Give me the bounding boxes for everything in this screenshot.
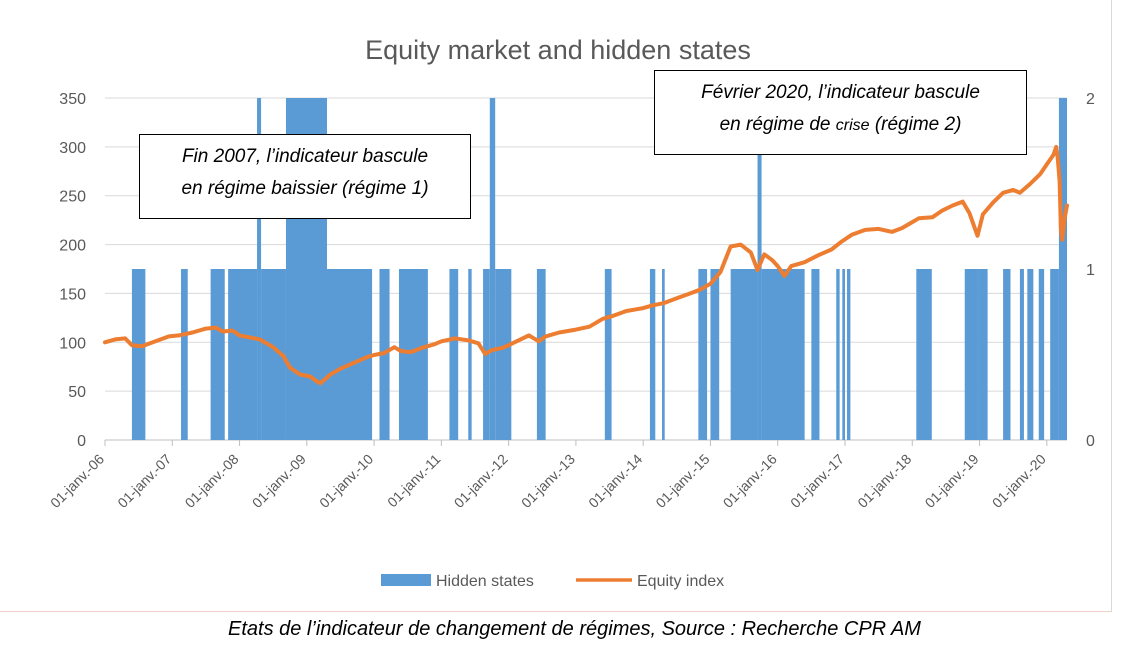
hidden-state-bar [710, 269, 720, 440]
annotation-2007: Fin 2007, l’indicateur bascule en régime… [139, 134, 471, 219]
annotation-2020-line2c: (régime 2) [869, 114, 962, 135]
y-axis-right: 0 1 2 [1086, 91, 1095, 450]
hidden-state-bar [1019, 269, 1024, 440]
hidden-state-bar [398, 269, 428, 440]
hidden-state-bar [842, 269, 845, 440]
hidden-state-bar [836, 269, 840, 440]
hidden-state-bar [536, 269, 546, 440]
hidden-state-bar [649, 269, 656, 440]
hidden-states-bars [131, 98, 1067, 440]
hidden-state-bar [1003, 269, 1011, 440]
annotation-2007-line2: en régime baissier (régime 1) [181, 178, 429, 199]
hidden-state-bar [131, 269, 146, 440]
figure-caption: Etats de l’indicateur de changement de r… [228, 618, 921, 640]
x-tick-label: 01-janv.-11 [384, 451, 444, 511]
hidden-state-bar [811, 269, 820, 440]
hidden-state-bar [489, 98, 496, 440]
y-right-tick-label: 2 [1086, 91, 1095, 108]
legend-swatch-hidden-states [381, 574, 431, 586]
equity-index-line [103, 144, 1069, 386]
hidden-state-bar [1050, 269, 1059, 440]
y-right-tick-label: 0 [1086, 433, 1095, 450]
hidden-state-bar [698, 269, 708, 440]
y-left-tick-label: 250 [59, 189, 86, 206]
y-left-tick-label: 200 [59, 238, 86, 255]
annotation-2020-line2: en régime de crise (régime 2) [655, 109, 1026, 142]
x-tick-label: 01-janv.-12 [451, 451, 511, 511]
x-tick-label: 01-janv.-13 [518, 451, 578, 511]
y-axis-left: 0 50 100 150 200 250 300 350 [59, 91, 86, 450]
hidden-state-bar [468, 269, 472, 440]
legend: Hidden states Equity index [381, 573, 724, 590]
hidden-state-bar [916, 269, 932, 440]
x-tick-label: 01-janv.-06 [47, 451, 107, 511]
hidden-state-bar [327, 269, 373, 440]
y-left-tick-label: 50 [68, 384, 86, 401]
hidden-state-bar [181, 269, 188, 440]
x-tick-label: 01-janv.-09 [249, 451, 309, 511]
hidden-state-bar [449, 269, 459, 440]
hidden-state-bar [604, 269, 612, 440]
annotation-2007-line1: Fin 2007, l’indicateur bascule [181, 146, 429, 167]
y-left-tick-label: 300 [59, 140, 86, 157]
y-left-tick-label: 150 [59, 286, 86, 303]
annotation-2020-line2a: en régime de [719, 114, 836, 135]
y-left-tick-label: 0 [77, 433, 86, 450]
hidden-state-bar [662, 269, 665, 440]
hidden-state-bar [977, 269, 980, 440]
x-tick-label: 01-janv.-10 [316, 451, 376, 511]
hidden-state-bar [964, 269, 978, 440]
chart: Equity market and hidden states 0 50 100 15… [47, 35, 1095, 590]
x-tick-label: 01-janv.-08 [182, 451, 242, 511]
x-tick-label: 01-janv.-15 [652, 451, 712, 511]
hidden-state-bar [1038, 269, 1045, 440]
legend-label-hidden-states: Hidden states [436, 573, 534, 590]
x-tick-label: 01-janv.-16 [720, 451, 780, 511]
chart-title: Equity market and hidden states [365, 35, 751, 65]
x-tick-label: 01-janv.-20 [989, 451, 1049, 511]
legend-label-equity-index: Equity index [637, 573, 724, 590]
hidden-state-bar [257, 98, 262, 440]
hidden-state-bar [730, 269, 758, 440]
x-tick-label: 01-janv.-17 [787, 451, 847, 511]
hidden-state-bar [210, 269, 225, 440]
annotation-2020-line2b: crise [835, 117, 870, 134]
annotation-2020-line1: Février 2020, l’indicateur bascule [701, 82, 980, 103]
equity-index-line-group [103, 144, 1069, 386]
hidden-state-bar [495, 269, 512, 440]
hidden-state-bar [1058, 98, 1067, 440]
x-axis: 01-janv.-06 01-janv.-07 01-janv.-08 01-janv… [47, 440, 1049, 511]
hidden-state-bar [979, 269, 988, 440]
y-right-tick-label: 1 [1086, 262, 1095, 279]
annotation-2020: Février 2020, l’indicateur bascule en ré… [654, 70, 1027, 155]
chart-frame: Equity market and hidden states 0 50 100 15… [0, 0, 1112, 612]
y-left-tick-label: 350 [59, 91, 86, 108]
y-left-tick-label: 100 [59, 335, 86, 352]
x-tick-label: 01-janv.-14 [585, 451, 645, 511]
x-tick-label: 01-janv.-07 [114, 451, 174, 511]
hidden-state-bar [761, 269, 805, 440]
x-tick-label: 01-janv.-19 [922, 451, 982, 511]
hidden-state-bar [847, 269, 851, 440]
x-tick-label: 01-janv.-18 [854, 451, 914, 511]
hidden-state-bar [1027, 269, 1034, 440]
hidden-state-bar [228, 269, 258, 440]
